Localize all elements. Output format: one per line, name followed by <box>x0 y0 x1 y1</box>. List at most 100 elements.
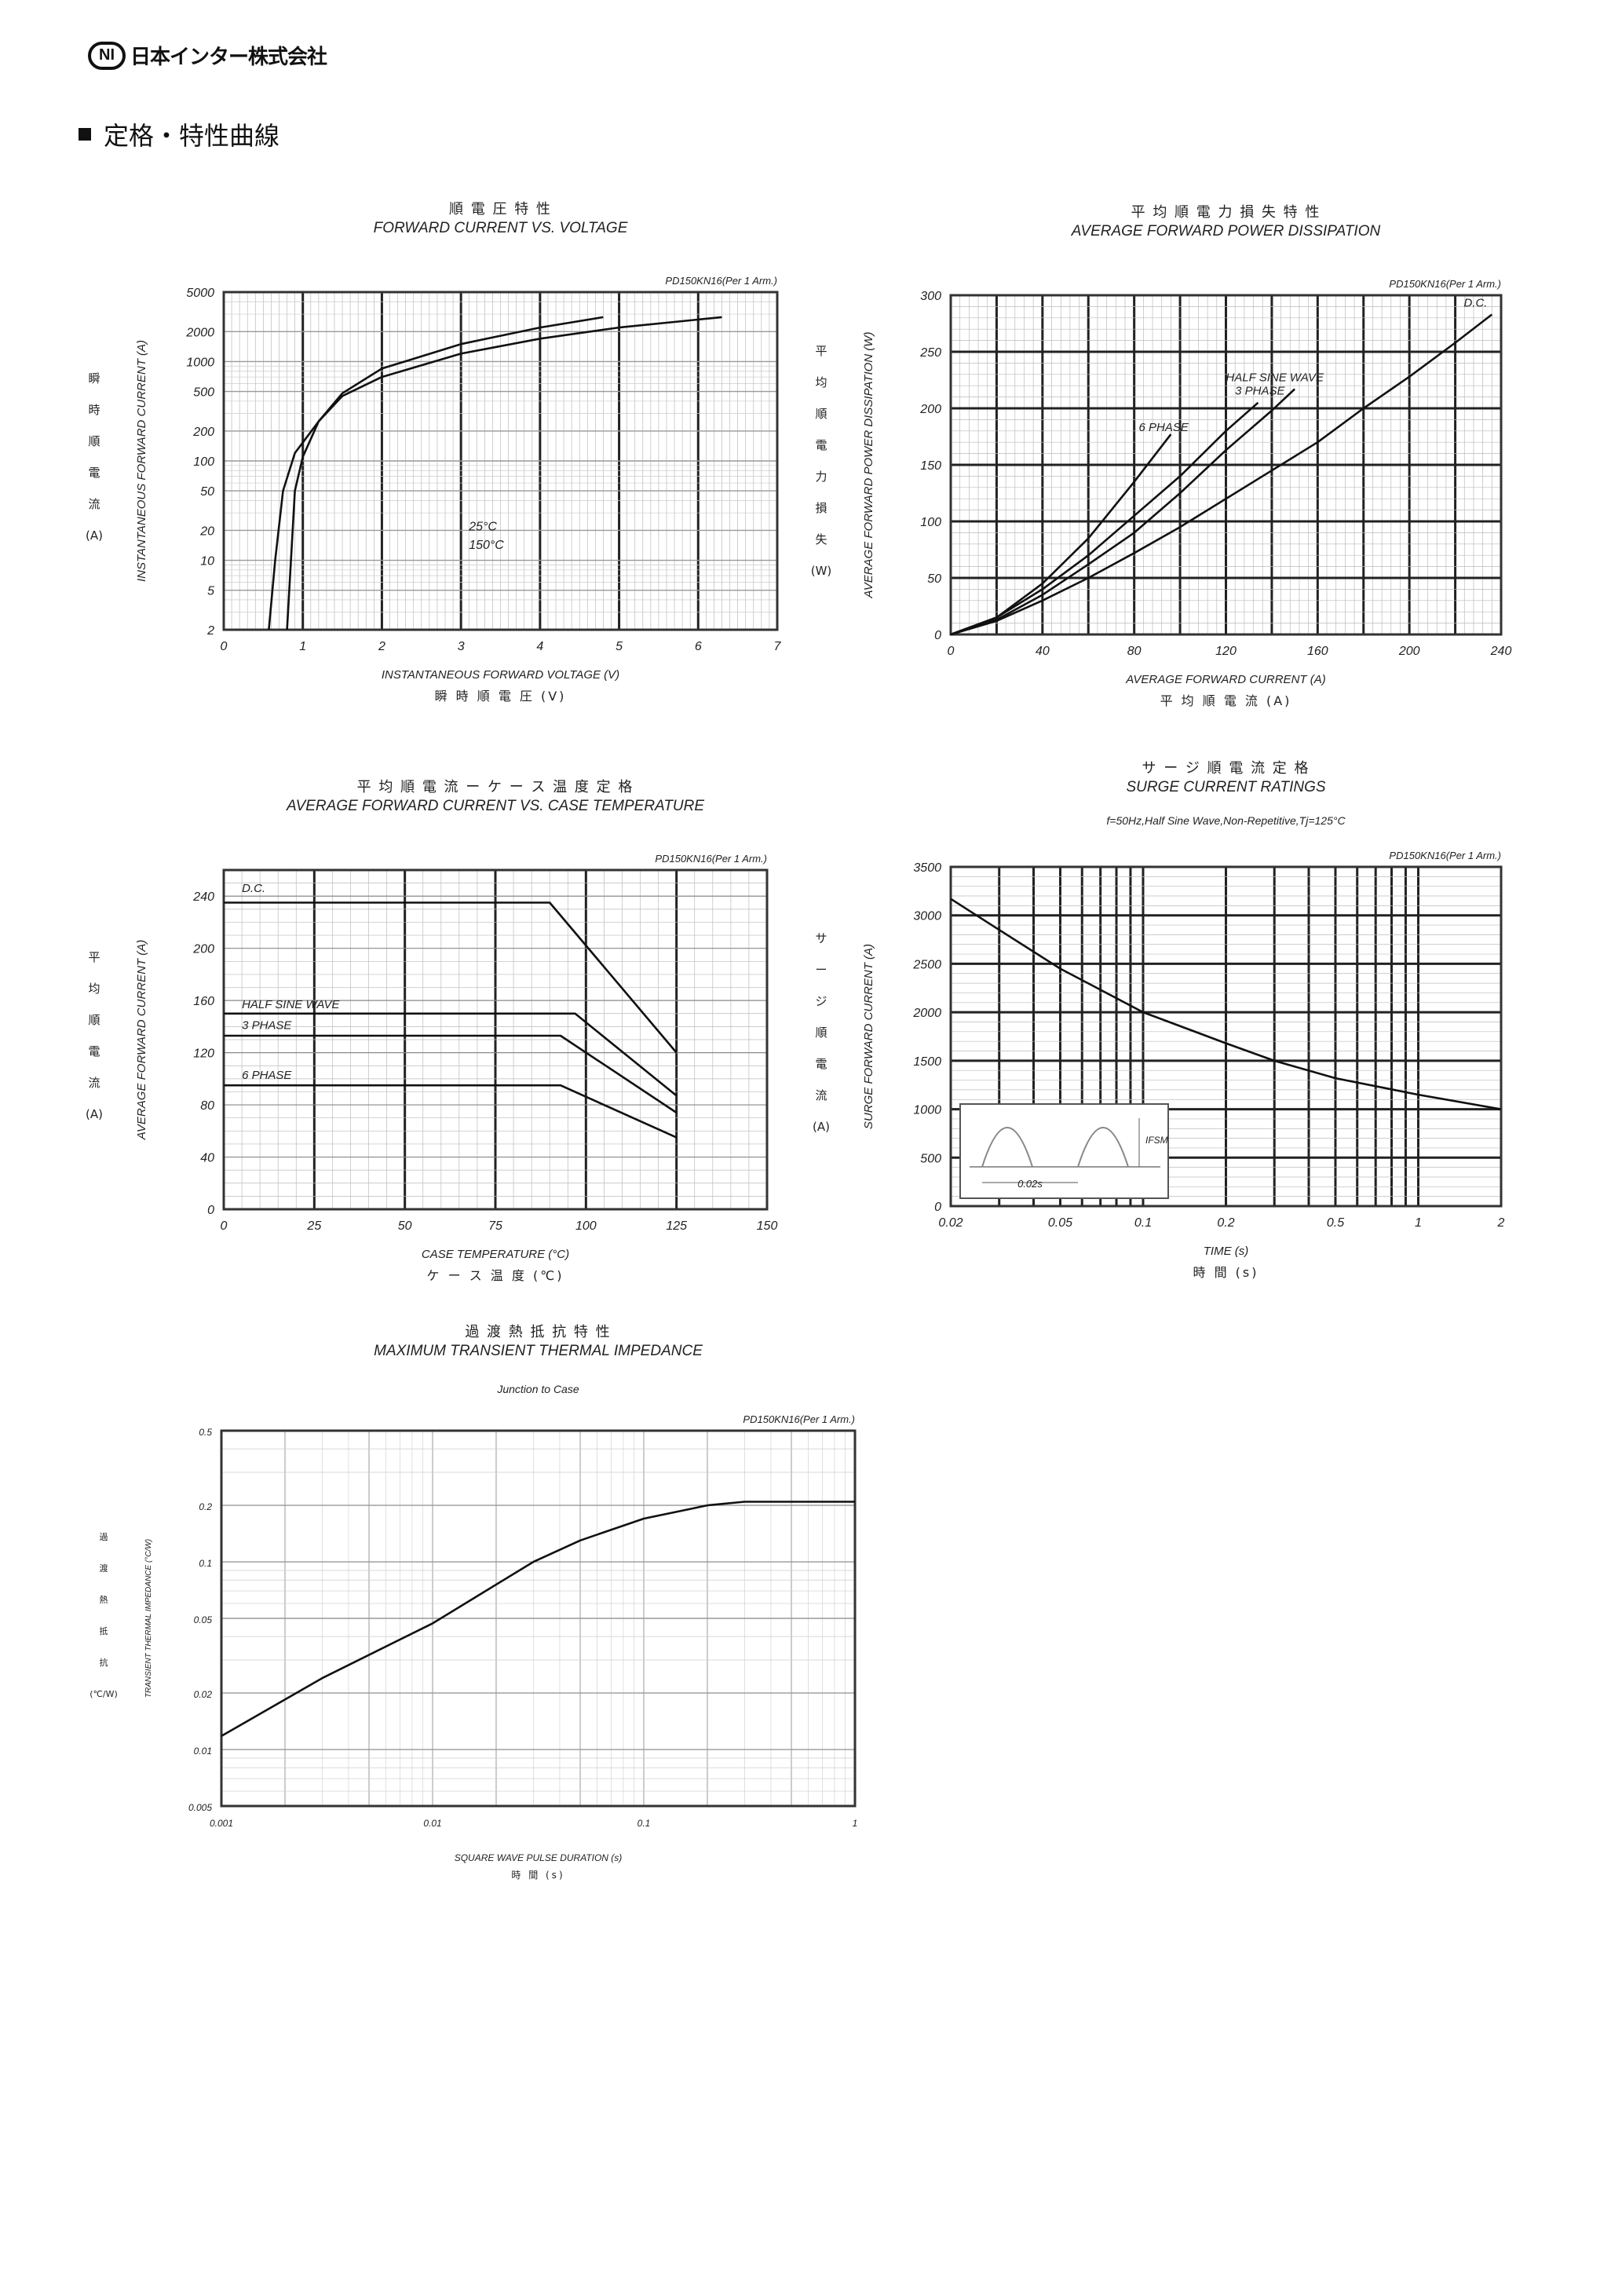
x-tick-label: 2 <box>378 640 385 653</box>
y-tick-label: 0 <box>934 629 941 642</box>
x-axis-label-jp: ケ ー ス 温 度 (℃) <box>427 1268 564 1283</box>
y-axis-label-jp-char: 電 <box>88 466 100 480</box>
y-tick-label: 150 <box>920 459 941 473</box>
y-tick-label: 100 <box>193 455 214 469</box>
x-axis-label: CASE TEMPERATURE (°C) <box>422 1248 569 1261</box>
y-axis-label-jp-char: ジ <box>815 994 827 1008</box>
y-axis-label: AVERAGE FORWARD CURRENT (A) <box>135 940 148 1140</box>
x-tick-label: 160 <box>1307 645 1328 658</box>
plot-frame <box>949 294 1503 636</box>
inset-peak-label: IFSM <box>1145 1135 1168 1146</box>
x-tick-label: 7 <box>774 640 782 653</box>
y-tick-label: 0.05 <box>194 1614 213 1625</box>
y-tick-label: 3500 <box>913 861 941 875</box>
y-tick-label: 500 <box>920 1152 941 1165</box>
inset-frame <box>959 1103 1169 1199</box>
x-tick-label: 4 <box>536 640 543 653</box>
y-tick-label: 2000 <box>912 1007 941 1020</box>
y-tick-label: 300 <box>920 290 941 303</box>
half-sine-pulse <box>1077 1127 1129 1168</box>
chart-title-jp: 過 渡 熱 抵 抗 特 性 <box>465 1324 611 1340</box>
y-axis-label-jp-char: ー <box>815 963 827 977</box>
y-axis-label-jp-char: 順 <box>88 434 100 448</box>
y-tick-label: 2500 <box>912 958 941 971</box>
chart-title: SURGE CURRENT RATINGS <box>1126 779 1325 795</box>
series-label: 25°C <box>468 520 497 533</box>
y-axis-label-jp-char: サ <box>815 931 827 945</box>
x-axis-label-jp: 時 間 (s) <box>1193 1265 1259 1280</box>
logo-mark: NI <box>88 41 126 70</box>
x-tick-label: 40 <box>1036 645 1050 658</box>
y-tick-label: 0.005 <box>188 1802 212 1813</box>
y-axis-label-jp-char: 電 <box>88 1044 100 1058</box>
series-line-1 <box>950 898 1502 1110</box>
x-tick-label: 240 <box>1490 645 1512 658</box>
y-axis-label-jp-char: 流 <box>815 1088 827 1102</box>
chart-5: 過 渡 熱 抵 抗 特 性 MAXIMUM TRANSIENT THERMAL I… <box>90 1324 857 1881</box>
y-axis-label-jp-char: 流 <box>88 1076 100 1090</box>
company-name: 日本インター株式会社 <box>130 46 327 69</box>
x-tick-label: 0.05 <box>1048 1216 1072 1230</box>
chart-title: MAXIMUM TRANSIENT THERMAL IMPEDANCE <box>374 1343 703 1359</box>
half-sine-pulse <box>981 1127 1033 1168</box>
y-axis-label-jp-char: 均 <box>88 982 100 996</box>
y-tick-label: 5000 <box>186 287 214 300</box>
y-tick-label: 3000 <box>913 910 941 923</box>
series-label: HALF SINE WAVE <box>1226 371 1324 384</box>
series-line-1 <box>286 316 722 631</box>
x-tick-label: 80 <box>1127 645 1142 658</box>
x-tick-label: 0.5 <box>1327 1216 1344 1230</box>
y-axis-label-jp-char: (A) <box>813 1120 830 1134</box>
model-label: PD150KN16(Per 1 Arm.) <box>655 853 767 865</box>
y-axis-label-jp-char: 順 <box>88 1013 100 1027</box>
y-axis-label-jp-char: 熱 <box>100 1595 108 1605</box>
x-tick-label: 1 <box>853 1818 858 1829</box>
x-tick-label: 0 <box>948 645 955 658</box>
series-label: 150°C <box>469 539 504 552</box>
chart-title: FORWARD CURRENT VS. VOLTAGE <box>374 220 628 236</box>
y-tick-label: 50 <box>927 572 941 586</box>
y-tick-label: 0.2 <box>199 1501 212 1512</box>
y-axis-label-jp-char: 時 <box>88 403 100 417</box>
series-line-4 <box>950 433 1172 636</box>
y-tick-label: 40 <box>200 1152 214 1165</box>
plot-frame <box>222 291 779 631</box>
y-tick-label: 2000 <box>185 326 214 339</box>
chart-3: 平 均 順 電 流 ー ケ ー ス 温 度 定 格 AVERAGE FORWARD… <box>86 779 777 1283</box>
y-axis-label-jp-char: (A) <box>86 1107 103 1121</box>
series-label: 3 PHASE <box>242 1019 292 1033</box>
x-tick-label: 1 <box>1415 1216 1422 1230</box>
y-axis-label-jp-char: 失 <box>815 532 827 547</box>
series-line-4 <box>224 1084 678 1139</box>
y-tick-label: 1000 <box>186 356 214 369</box>
chart-title: AVERAGE FORWARD POWER DISSIPATION <box>1071 223 1381 239</box>
y-axis-label-jp-char: 順 <box>815 1026 827 1040</box>
series-line-2 <box>950 388 1295 636</box>
y-tick-label: 50 <box>200 485 214 499</box>
y-tick-label: 120 <box>193 1047 214 1061</box>
x-tick-label: 0.01 <box>423 1818 441 1829</box>
plot-frame <box>222 868 769 1211</box>
series-label: D.C. <box>242 882 265 895</box>
series-label: 3 PHASE <box>1235 385 1285 398</box>
model-label: PD150KN16(Per 1 Arm.) <box>743 1413 855 1425</box>
y-tick-label: 10 <box>200 555 214 569</box>
model-label: PD150KN16(Per 1 Arm.) <box>1389 850 1501 861</box>
y-axis-label: INSTANTANEOUS FORWARD CURRENT (A) <box>135 340 148 582</box>
y-tick-label: 0.1 <box>199 1558 212 1569</box>
y-tick-label: 0.02 <box>194 1689 213 1700</box>
chart-title-jp: サ ー ジ 順 電 流 定 格 <box>1142 760 1310 777</box>
grid <box>222 869 769 1210</box>
series-label: 6 PHASE <box>1139 421 1189 434</box>
y-axis-label-jp-char: (A) <box>86 528 103 543</box>
y-axis-label-jp-char: 流 <box>88 497 100 511</box>
y-tick-label: 0 <box>934 1201 941 1214</box>
inset-period-label: 0.02s <box>1017 1178 1043 1190</box>
y-axis-label-jp-char: (W) <box>811 564 832 578</box>
y-tick-label: 20 <box>199 525 214 538</box>
x-axis-label-jp: 時 間 (s) <box>511 1870 564 1881</box>
x-tick-label: 200 <box>1398 645 1420 658</box>
y-tick-label: 1500 <box>913 1055 941 1069</box>
y-axis-label-jp-char: 平 <box>815 344 827 358</box>
